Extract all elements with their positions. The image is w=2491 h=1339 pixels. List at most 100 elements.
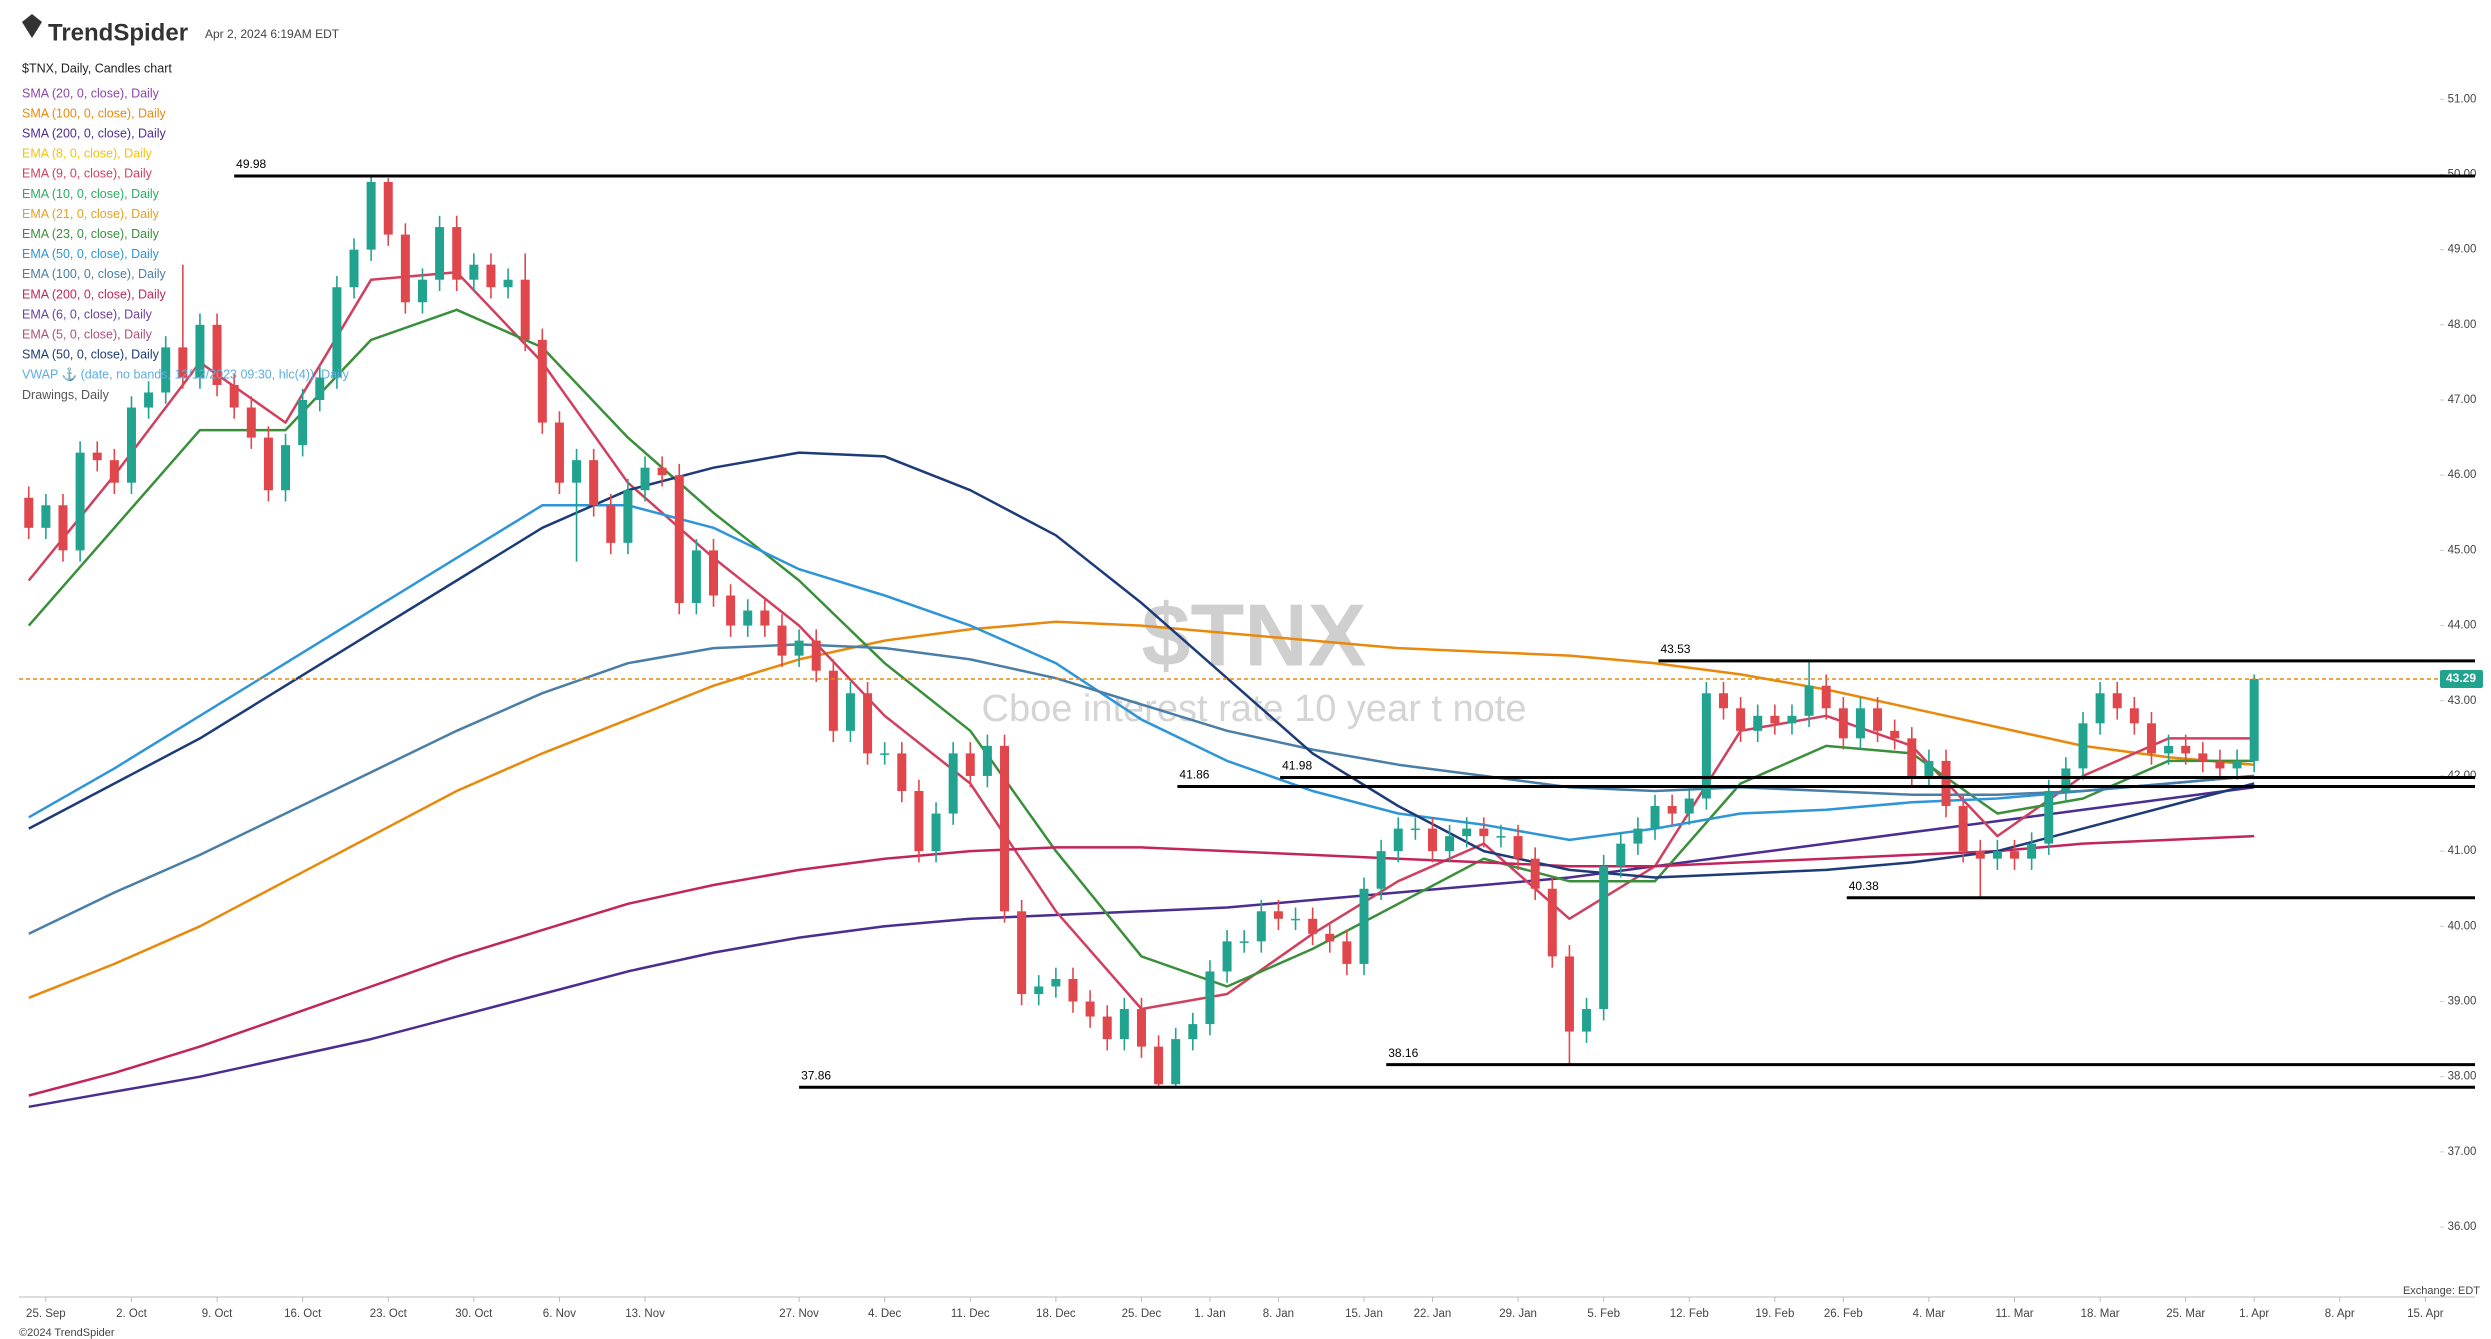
candle-body — [2061, 768, 2071, 791]
indicator-line — [28, 504, 2255, 842]
candle-body — [572, 460, 582, 483]
y-tick-label: 40.00 — [2448, 920, 2477, 932]
candle-body — [1753, 715, 1763, 731]
candle-body — [845, 693, 855, 731]
candle-body — [863, 693, 873, 754]
logo-icon — [22, 14, 42, 38]
candles — [24, 175, 2259, 1088]
legend-item: SMA (100, 0, close), Daily — [22, 106, 167, 120]
candle-body — [417, 279, 427, 303]
exchange: Exchange: EDT — [2403, 1285, 2480, 1297]
y-tick-label: 44.00 — [2448, 620, 2477, 632]
candle-body — [2146, 723, 2156, 754]
candle-body — [1239, 941, 1249, 943]
indicator-lines — [27, 270, 2255, 1109]
candle-body — [383, 181, 393, 235]
legend-item: EMA (9, 0, close), Daily — [22, 167, 153, 181]
candle-body — [1171, 1039, 1181, 1085]
candle-body — [1376, 851, 1386, 889]
candle-body — [880, 753, 890, 755]
x-tick-label: 2. Oct — [116, 1308, 147, 1320]
y-tick-label: 49.00 — [2448, 244, 2477, 256]
candle-body — [948, 753, 958, 814]
y-tick-label: 39.00 — [2448, 996, 2477, 1008]
x-tick-label: 1. Apr — [2239, 1308, 2269, 1320]
candle-body — [1017, 911, 1027, 994]
candle-body — [195, 324, 205, 378]
x-tick-label: 6. Nov — [543, 1308, 576, 1320]
candle-body — [1393, 828, 1403, 852]
candle-body — [982, 745, 992, 776]
x-tick-label: 22. Jan — [1414, 1308, 1452, 1320]
candle-body — [400, 234, 410, 303]
x-tick-label: 9. Oct — [202, 1308, 233, 1320]
candle-body — [554, 422, 564, 483]
candle-body — [24, 497, 34, 528]
candle-body — [469, 264, 479, 280]
y-tick-label: 36.00 — [2448, 1221, 2477, 1233]
indicator-line — [28, 834, 2255, 1097]
candle-body — [1462, 828, 1472, 837]
candle-body — [1907, 738, 1917, 776]
candle-body — [1924, 760, 1934, 776]
x-tick-label: 18. Mar — [2081, 1308, 2120, 1320]
candle-body — [743, 610, 753, 626]
legend-item: EMA (23, 0, close), Daily — [22, 227, 160, 241]
candle-body — [1650, 806, 1660, 829]
candle-body — [606, 505, 616, 543]
candle-body — [1787, 715, 1797, 724]
y-tick-label: 38.00 — [2448, 1071, 2477, 1083]
candle-body — [2181, 745, 2191, 754]
candle-body — [1992, 851, 2002, 859]
candle-body — [2215, 760, 2225, 769]
candle-body — [537, 339, 547, 423]
candle-body — [726, 595, 736, 626]
candle-body — [1154, 1046, 1164, 1085]
candle-body — [281, 445, 291, 491]
candle-body — [1445, 836, 1455, 852]
candle-body — [674, 475, 684, 604]
legend-item: EMA (21, 0, close), Daily — [22, 207, 160, 221]
candle-body — [161, 347, 171, 393]
candle-body — [178, 347, 188, 378]
x-tick-label: 26. Feb — [1824, 1308, 1863, 1320]
x-tick-label: 16. Oct — [284, 1308, 322, 1320]
candle-body — [828, 670, 838, 731]
candle-body — [109, 460, 119, 483]
x-tick-label: 25. Dec — [1122, 1308, 1162, 1320]
x-tick-label: 4. Mar — [1913, 1308, 1946, 1320]
candle-body — [589, 460, 599, 506]
indicator-line — [28, 620, 2255, 999]
candle-body — [2249, 678, 2259, 761]
candle-body — [41, 505, 51, 528]
header: TrendSpider Apr 2, 2024 6:19AM EDT $TNX,… — [19, 14, 2480, 1339]
candle-body — [1102, 1016, 1112, 1040]
candle-body — [1410, 828, 1420, 831]
legend-item: EMA (8, 0, close), Daily — [22, 147, 153, 161]
candle-body — [452, 227, 462, 280]
candle-body — [1188, 1024, 1198, 1040]
candle-body — [246, 407, 256, 438]
candle-body — [811, 640, 821, 671]
x-tick-label: 19. Feb — [1755, 1308, 1794, 1320]
candle-body — [1667, 806, 1677, 814]
y-tick-label: 43.00 — [2448, 695, 2477, 707]
candle-body — [75, 452, 85, 551]
watermark: $TNX Cboe interest rate 10 year t note — [982, 585, 1527, 730]
candle-body — [760, 610, 770, 626]
candle-body — [1205, 971, 1215, 1025]
candle-body — [1821, 685, 1831, 709]
level-label: 38.16 — [1388, 1046, 1418, 1060]
legend-item: Drawings, Daily — [22, 388, 110, 402]
candle-body — [2198, 753, 2208, 761]
candle-body — [486, 264, 496, 288]
candle-body — [1291, 918, 1301, 921]
candle-body — [640, 467, 650, 491]
candle-body — [1633, 828, 1643, 844]
timestamp: Apr 2, 2024 6:19AM EDT — [205, 27, 340, 41]
candle-body — [1513, 836, 1523, 859]
x-tick-label: 15. Jan — [1345, 1308, 1383, 1320]
levels: 43.29 49.98 43.53 41.86 41.98 40.38 38.16 37.86 — [19, 157, 2483, 1089]
candle-body — [126, 407, 136, 483]
candle-body — [1564, 956, 1574, 1032]
